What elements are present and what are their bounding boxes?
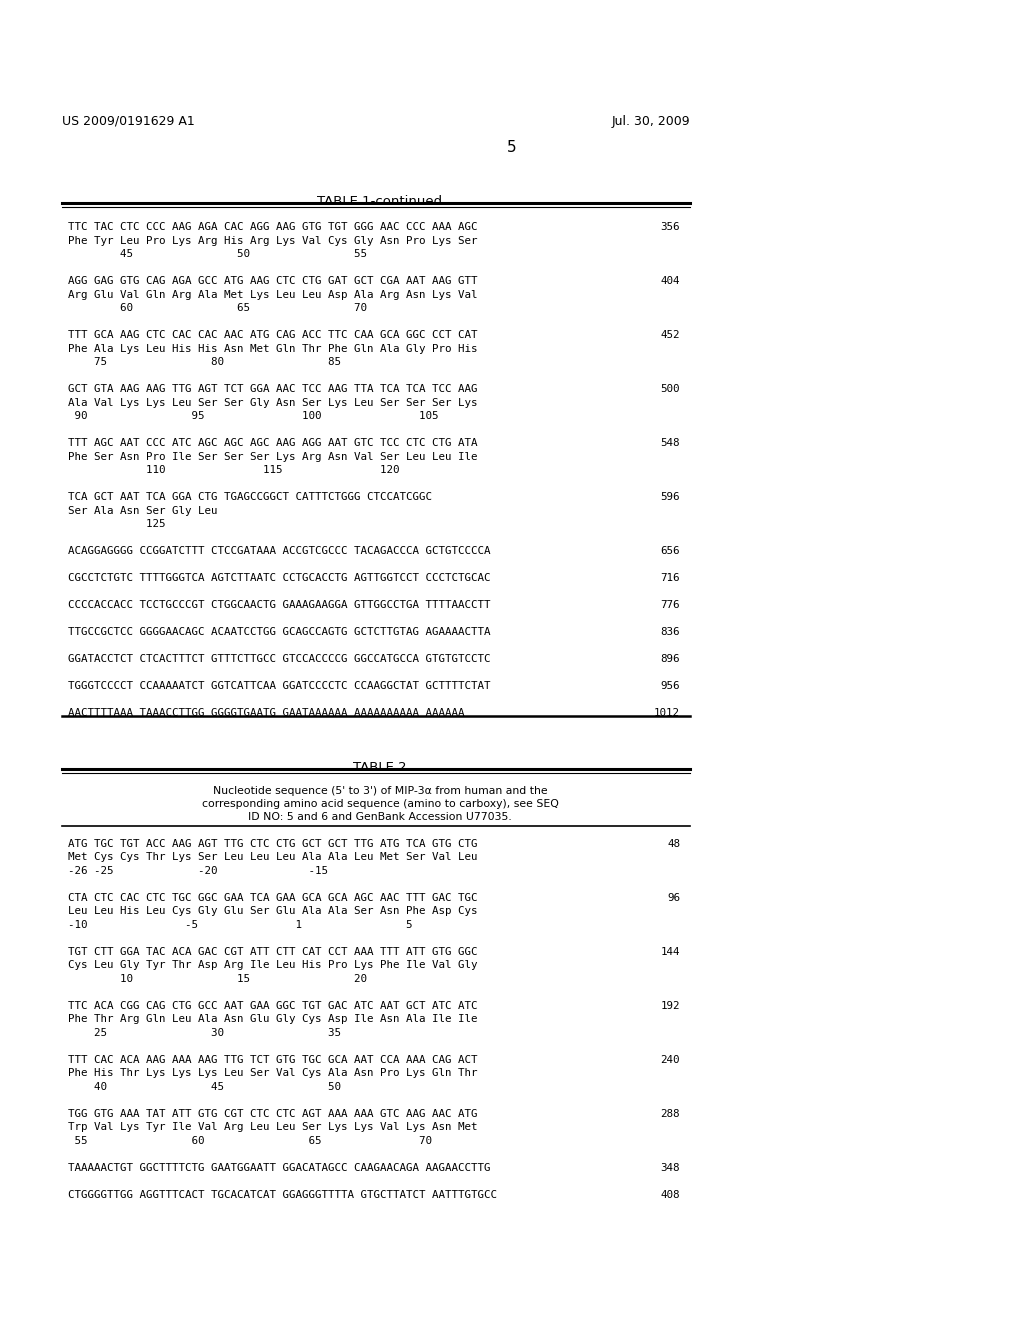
Text: 110               115               120: 110 115 120 <box>68 465 399 475</box>
Text: 836: 836 <box>660 627 680 638</box>
Text: 408: 408 <box>660 1191 680 1200</box>
Text: CTA CTC CAC CTC TGC GGC GAA TCA GAA GCA GCA AGC AAC TTT GAC TGC: CTA CTC CAC CTC TGC GGC GAA TCA GAA GCA … <box>68 894 477 903</box>
Text: TTGCCGCTCC GGGGAACAGC ACAATCCTGG GCAGCCAGTG GCTCTTGTAG AGAAAACTTA: TTGCCGCTCC GGGGAACAGC ACAATCCTGG GCAGCCA… <box>68 627 490 638</box>
Text: Nucleotide sequence (5' to 3') of MIP-3α from human and the: Nucleotide sequence (5' to 3') of MIP-3α… <box>213 785 547 796</box>
Text: CCCCACCACC TCCTGCCCGT CTGGCAACTG GAAAGAAGGA GTTGGCCTGA TTTTAACCTT: CCCCACCACC TCCTGCCCGT CTGGCAACTG GAAAGAA… <box>68 601 490 610</box>
Text: 656: 656 <box>660 546 680 556</box>
Text: TTC TAC CTC CCC AAG AGA CAC AGG AAG GTG TGT GGG AAC CCC AAA AGC: TTC TAC CTC CCC AAG AGA CAC AGG AAG GTG … <box>68 222 477 232</box>
Text: GGATACCTCT CTCACTTTCT GTTTCTTGCC GTCCACCCCG GGCCATGCCA GTGTGTCCTC: GGATACCTCT CTCACTTTCT GTTTCTTGCC GTCCACC… <box>68 653 490 664</box>
Text: 60                65                70: 60 65 70 <box>68 304 367 313</box>
Text: TTT GCA AAG CTC CAC CAC AAC ATG CAG ACC TTC CAA GCA GGC CCT CAT: TTT GCA AAG CTC CAC CAC AAC ATG CAG ACC … <box>68 330 477 341</box>
Text: -26 -25             -20              -15: -26 -25 -20 -15 <box>68 866 328 876</box>
Text: 5: 5 <box>507 140 517 154</box>
Text: 548: 548 <box>660 438 680 447</box>
Text: ACAGGAGGGG CCGGATCTTT CTCCGATAAA ACCGTCGCCC TACAGACCCA GCTGTCCCCA: ACAGGAGGGG CCGGATCTTT CTCCGATAAA ACCGTCG… <box>68 546 490 556</box>
Text: CTGGGGTTGG AGGTTTCACT TGCACATCAT GGAGGGTTTTA GTGCTTATCT AATTTGTGCC: CTGGGGTTGG AGGTTTCACT TGCACATCAT GGAGGGT… <box>68 1191 497 1200</box>
Text: TABLE 2: TABLE 2 <box>353 762 407 774</box>
Text: Leu Leu His Leu Cys Gly Glu Ser Glu Ala Ala Ser Asn Phe Asp Cys: Leu Leu His Leu Cys Gly Glu Ser Glu Ala … <box>68 907 477 916</box>
Text: corresponding amino acid sequence (amino to carboxy), see SEQ: corresponding amino acid sequence (amino… <box>202 799 558 809</box>
Text: 90                95               100               105: 90 95 100 105 <box>68 411 438 421</box>
Text: ATG TGC TGT ACC AAG AGT TTG CTC CTG GCT GCT TTG ATG TCA GTG CTG: ATG TGC TGT ACC AAG AGT TTG CTC CTG GCT … <box>68 840 477 849</box>
Text: AGG GAG GTG CAG AGA GCC ATG AAG CTC CTG GAT GCT CGA AAT AAG GTT: AGG GAG GTG CAG AGA GCC ATG AAG CTC CTG … <box>68 276 477 286</box>
Text: 55                60                65               70: 55 60 65 70 <box>68 1137 432 1146</box>
Text: 348: 348 <box>660 1163 680 1173</box>
Text: TGT CTT GGA TAC ACA GAC CGT ATT CTT CAT CCT AAA TTT ATT GTG GGC: TGT CTT GGA TAC ACA GAC CGT ATT CTT CAT … <box>68 946 477 957</box>
Text: Phe Ala Lys Leu His His Asn Met Gln Thr Phe Gln Ala Gly Pro His: Phe Ala Lys Leu His His Asn Met Gln Thr … <box>68 343 477 354</box>
Text: TGG GTG AAA TAT ATT GTG CGT CTC CTC AGT AAA AAA GTC AAG AAC ATG: TGG GTG AAA TAT ATT GTG CGT CTC CTC AGT … <box>68 1109 477 1119</box>
Text: 356: 356 <box>660 222 680 232</box>
Text: 1012: 1012 <box>654 708 680 718</box>
Text: TTC ACA CGG CAG CTG GCC AAT GAA GGC TGT GAC ATC AAT GCT ATC ATC: TTC ACA CGG CAG CTG GCC AAT GAA GGC TGT … <box>68 1001 477 1011</box>
Text: 125: 125 <box>68 519 166 529</box>
Text: 896: 896 <box>660 653 680 664</box>
Text: Phe His Thr Lys Lys Lys Leu Ser Val Cys Ala Asn Pro Lys Gln Thr: Phe His Thr Lys Lys Lys Leu Ser Val Cys … <box>68 1068 477 1078</box>
Text: Phe Ser Asn Pro Ile Ser Ser Ser Lys Arg Asn Val Ser Leu Leu Ile: Phe Ser Asn Pro Ile Ser Ser Ser Lys Arg … <box>68 451 477 462</box>
Text: 192: 192 <box>660 1001 680 1011</box>
Text: TCA GCT AAT TCA GGA CTG TGAGCCGGCT CATTTCTGGG CTCCATCGGC: TCA GCT AAT TCA GGA CTG TGAGCCGGCT CATTT… <box>68 492 432 502</box>
Text: 956: 956 <box>660 681 680 690</box>
Text: CGCCTCTGTC TTTTGGGTCA AGTCTTAATC CCTGCACCTG AGTTGGTCCT CCCTCTGCAC: CGCCTCTGTC TTTTGGGTCA AGTCTTAATC CCTGCAC… <box>68 573 490 583</box>
Text: GCT GTA AAG AAG TTG AGT TCT GGA AAC TCC AAG TTA TCA TCA TCC AAG: GCT GTA AAG AAG TTG AGT TCT GGA AAC TCC … <box>68 384 477 393</box>
Text: 75                80                85: 75 80 85 <box>68 356 341 367</box>
Text: 40                45                50: 40 45 50 <box>68 1082 341 1092</box>
Text: TAAAAACTGT GGCTTTTCTG GAATGGAATT GGACATAGCC CAAGAACAGA AAGAACCTTG: TAAAAACTGT GGCTTTTCTG GAATGGAATT GGACATA… <box>68 1163 490 1173</box>
Text: TTT AGC AAT CCC ATC AGC AGC AGC AAG AGG AAT GTC TCC CTC CTG ATA: TTT AGC AAT CCC ATC AGC AGC AGC AAG AGG … <box>68 438 477 447</box>
Text: Cys Leu Gly Tyr Thr Asp Arg Ile Leu His Pro Lys Phe Ile Val Gly: Cys Leu Gly Tyr Thr Asp Arg Ile Leu His … <box>68 961 477 970</box>
Text: ID NO: 5 and 6 and GenBank Accession U77035.: ID NO: 5 and 6 and GenBank Accession U77… <box>248 812 512 822</box>
Text: TGGGTCCCCT CCAAAAATCT GGTCATTCAA GGATCCCCTC CCAAGGCTAT GCTTTTCTAT: TGGGTCCCCT CCAAAAATCT GGTCATTCAA GGATCCC… <box>68 681 490 690</box>
Text: TABLE 1-continued: TABLE 1-continued <box>317 195 442 209</box>
Text: TTT CAC ACA AAG AAA AAG TTG TCT GTG TGC GCA AAT CCA AAA CAG ACT: TTT CAC ACA AAG AAA AAG TTG TCT GTG TGC … <box>68 1055 477 1065</box>
Text: 500: 500 <box>660 384 680 393</box>
Text: 144: 144 <box>660 946 680 957</box>
Text: 452: 452 <box>660 330 680 341</box>
Text: Ala Val Lys Lys Leu Ser Ser Gly Asn Ser Lys Leu Ser Ser Ser Lys: Ala Val Lys Lys Leu Ser Ser Gly Asn Ser … <box>68 397 477 408</box>
Text: 716: 716 <box>660 573 680 583</box>
Text: Ser Ala Asn Ser Gly Leu: Ser Ala Asn Ser Gly Leu <box>68 506 217 516</box>
Text: Arg Glu Val Gln Arg Ala Met Lys Leu Leu Asp Ala Arg Asn Lys Val: Arg Glu Val Gln Arg Ala Met Lys Leu Leu … <box>68 289 477 300</box>
Text: 404: 404 <box>660 276 680 286</box>
Text: 240: 240 <box>660 1055 680 1065</box>
Text: 10                15                20: 10 15 20 <box>68 974 367 983</box>
Text: 25                30                35: 25 30 35 <box>68 1028 341 1038</box>
Text: 96: 96 <box>667 894 680 903</box>
Text: Phe Thr Arg Gln Leu Ala Asn Glu Gly Cys Asp Ile Asn Ala Ile Ile: Phe Thr Arg Gln Leu Ala Asn Glu Gly Cys … <box>68 1015 477 1024</box>
Text: Met Cys Cys Thr Lys Ser Leu Leu Leu Ala Ala Leu Met Ser Val Leu: Met Cys Cys Thr Lys Ser Leu Leu Leu Ala … <box>68 853 477 862</box>
Text: 288: 288 <box>660 1109 680 1119</box>
Text: 48: 48 <box>667 840 680 849</box>
Text: Jul. 30, 2009: Jul. 30, 2009 <box>611 115 690 128</box>
Text: Trp Val Lys Tyr Ile Val Arg Leu Leu Ser Lys Lys Val Lys Asn Met: Trp Val Lys Tyr Ile Val Arg Leu Leu Ser … <box>68 1122 477 1133</box>
Text: US 2009/0191629 A1: US 2009/0191629 A1 <box>62 115 195 128</box>
Text: AACTTTTAAA TAAACCTTGG GGGGTGAATG GAATAAAAAA AAAAAAAAAA AAAAAA: AACTTTTAAA TAAACCTTGG GGGGTGAATG GAATAAA… <box>68 708 465 718</box>
Text: -10               -5               1                5: -10 -5 1 5 <box>68 920 413 931</box>
Text: 45                50                55: 45 50 55 <box>68 249 367 259</box>
Text: 776: 776 <box>660 601 680 610</box>
Text: 596: 596 <box>660 492 680 502</box>
Text: Phe Tyr Leu Pro Lys Arg His Arg Lys Val Cys Gly Asn Pro Lys Ser: Phe Tyr Leu Pro Lys Arg His Arg Lys Val … <box>68 235 477 246</box>
